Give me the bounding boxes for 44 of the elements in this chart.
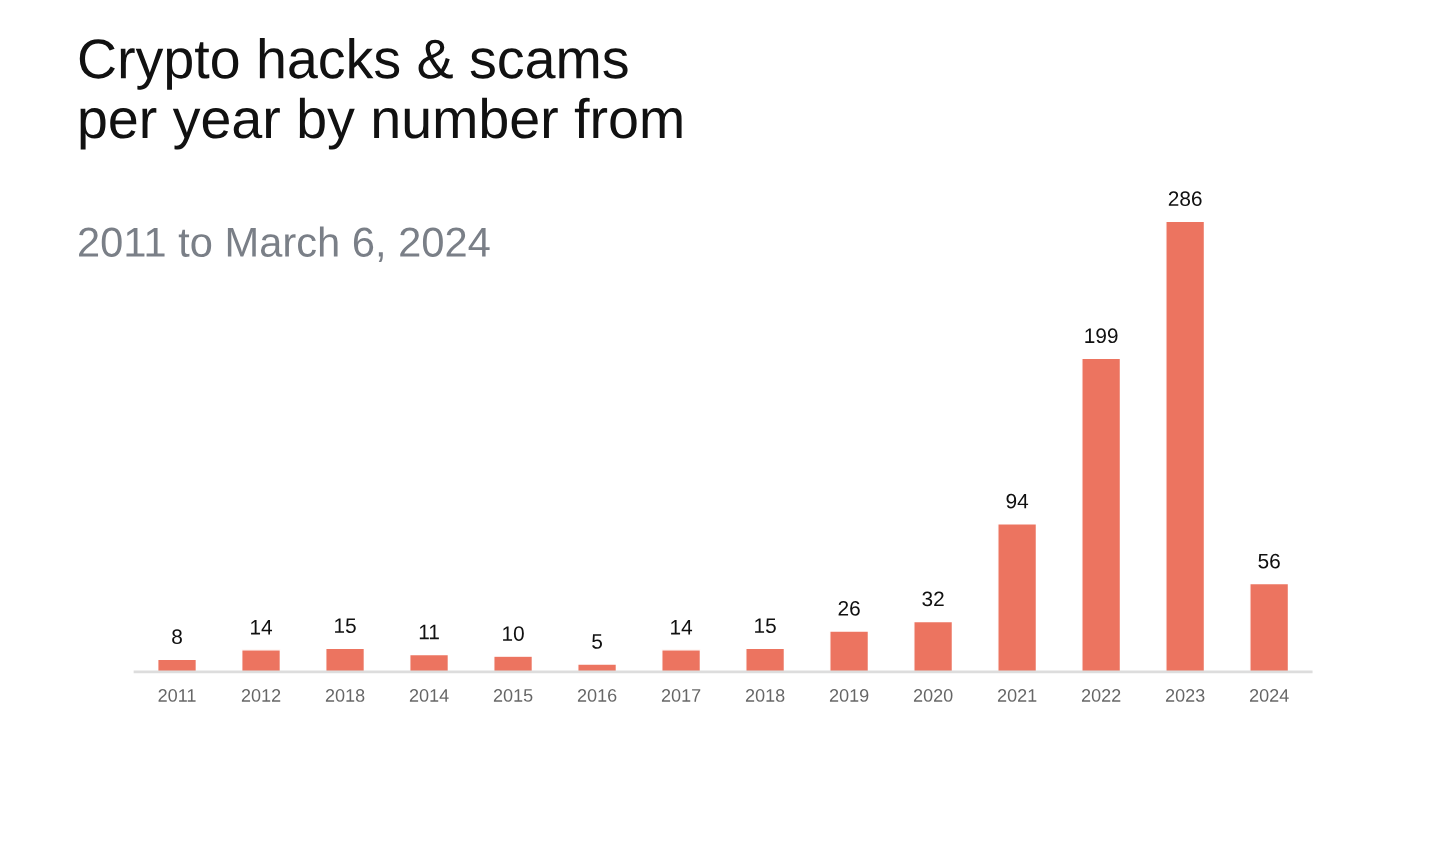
bar	[577, 663, 618, 672]
x-tick-label: 2024	[1249, 689, 1289, 702]
data-label: 14	[251, 620, 273, 635]
bar	[493, 655, 534, 672]
x-tick-label: 2016	[577, 689, 617, 702]
x-tick-label: 2014	[409, 689, 449, 702]
bar	[241, 649, 282, 672]
data-label: 8	[172, 629, 182, 645]
data-label: 199	[1085, 328, 1118, 344]
x-tick-label: 2012	[241, 689, 281, 702]
bar	[997, 523, 1038, 672]
x-tick-label: 2023	[1165, 689, 1205, 702]
bar	[1249, 582, 1290, 672]
x-tick-label: 2018	[325, 689, 365, 702]
data-label: 10	[503, 626, 524, 641]
data-label: 11	[419, 624, 439, 640]
x-tick-label: 2020	[913, 689, 953, 702]
data-label: 94	[1006, 493, 1029, 509]
bar	[1165, 220, 1206, 672]
data-label: 32	[922, 591, 944, 607]
bar	[325, 647, 366, 672]
data-label: 56	[1258, 553, 1280, 569]
x-tick-label: 2015	[493, 689, 533, 702]
x-tick-label: 2018	[745, 689, 785, 702]
bar	[1081, 357, 1122, 672]
data-label: 14	[671, 620, 693, 635]
bar	[157, 658, 198, 672]
chart-subtitle: 2011 to March 6, 2024	[79, 226, 490, 262]
x-tick-label: 2019	[829, 689, 869, 702]
bar	[829, 630, 870, 672]
data-label: 15	[335, 618, 356, 634]
x-tick-label: 2017	[661, 689, 701, 702]
bar	[409, 653, 450, 672]
bar	[745, 647, 786, 672]
bar	[913, 620, 954, 672]
data-label: 286	[1168, 191, 1202, 207]
x-tick-label: 2011	[158, 689, 196, 702]
data-label: 26	[838, 600, 860, 616]
data-label: 15	[755, 618, 776, 634]
data-label: 5	[592, 634, 602, 649]
x-tick-label: 2022	[1081, 689, 1121, 702]
bar	[661, 649, 702, 672]
x-tick-label: 2021	[997, 689, 1037, 702]
chart-title: Crypto hacks & scams per year by number from	[79, 37, 682, 150]
